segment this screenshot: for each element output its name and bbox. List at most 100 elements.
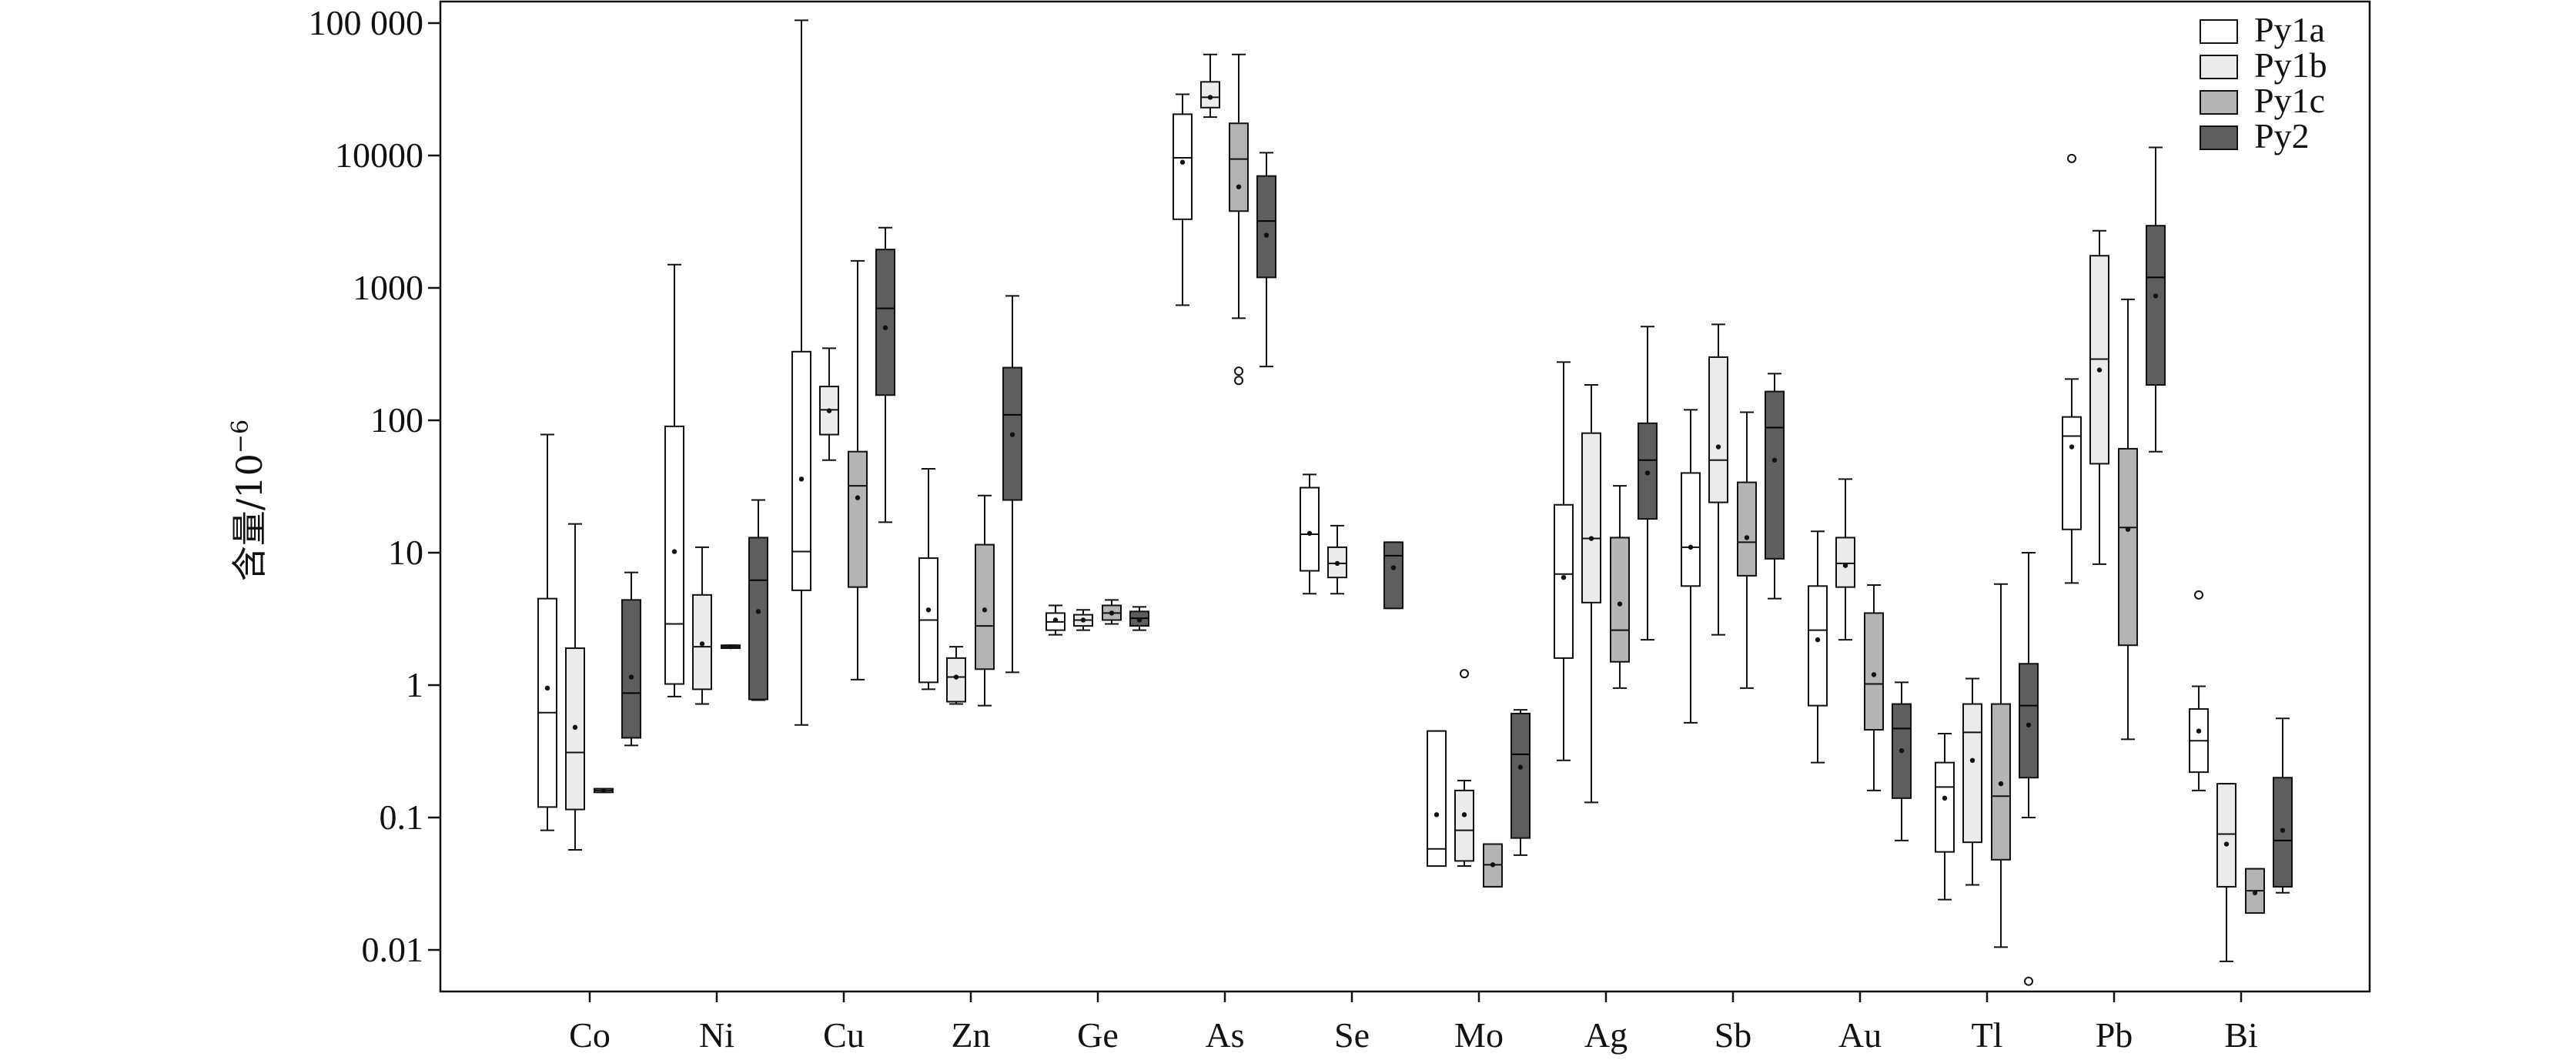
box-iqr — [1737, 481, 1757, 577]
mean-dot — [1588, 536, 1594, 541]
outlier-point — [1234, 376, 1243, 386]
box-plot — [2019, 552, 2039, 986]
y-tick-label: 0.1 — [380, 798, 424, 837]
outlier-point — [2194, 590, 2203, 600]
box-plot — [1102, 599, 1122, 625]
box-plot — [2189, 590, 2209, 791]
y-axis: 100 000 10000 1000 100 10 1 0.1 0.01 — [309, 3, 440, 969]
mean-dot — [2096, 367, 2103, 373]
box-plot — [664, 263, 684, 697]
mean-dot — [1644, 470, 1651, 476]
box-iqr — [1554, 503, 1574, 659]
category-group — [1300, 473, 1403, 610]
category-group — [664, 263, 768, 705]
box-iqr — [692, 594, 712, 691]
box-groups — [537, 19, 2293, 986]
mean-dot — [1080, 617, 1086, 623]
mean-dot — [1842, 563, 1848, 568]
y-tick-label: 1 — [406, 665, 423, 704]
x-tick-label: Bi — [2224, 1015, 2257, 1055]
category-group — [1045, 599, 1149, 636]
box-iqr — [2216, 783, 2236, 888]
box-plot — [2118, 298, 2138, 741]
box-plot — [1483, 843, 1503, 888]
box-plot — [1864, 584, 1884, 791]
box-plot — [1229, 53, 1249, 386]
category-group — [2189, 590, 2293, 962]
mean-dot — [925, 607, 932, 613]
mean-dot — [1179, 159, 1186, 165]
box-plot — [748, 499, 768, 701]
mean-dot — [1434, 812, 1440, 818]
box-plot — [1256, 152, 1276, 368]
box-iqr — [1510, 712, 1531, 839]
box-iqr — [2019, 663, 2039, 779]
x-tick-label: As — [1205, 1015, 1244, 1055]
box-plot — [1173, 93, 1193, 306]
box-iqr — [621, 599, 641, 739]
box-iqr — [537, 597, 557, 808]
mean-dot — [1744, 535, 1750, 540]
mean-dot — [1009, 432, 1015, 437]
mean-dot — [1871, 672, 1877, 677]
mean-dot — [1969, 757, 1975, 764]
mean-dot — [1306, 530, 1313, 537]
box-iqr — [1708, 356, 1728, 503]
mean-dot — [982, 607, 988, 613]
box-iqr — [2146, 225, 2166, 386]
mean-dot — [2069, 444, 2075, 450]
box-plot — [1200, 53, 1220, 119]
box-plot — [721, 644, 741, 650]
box-plot — [1610, 485, 1630, 689]
mean-dot — [826, 408, 832, 413]
box-plot — [1427, 730, 1447, 868]
outlier-point — [2024, 976, 2033, 986]
category-group — [1427, 669, 1531, 888]
legend-swatch — [2200, 90, 2238, 115]
mean-dot — [2153, 293, 2159, 299]
mean-dot — [1942, 795, 1948, 801]
box-plot — [1454, 669, 1474, 868]
box-plot — [2273, 717, 2293, 894]
mean-dot — [1236, 184, 1242, 189]
box-plot — [692, 546, 712, 705]
mean-dot — [628, 674, 634, 680]
box-plot — [946, 646, 966, 705]
box-plot — [594, 787, 614, 794]
box-plot — [1708, 323, 1728, 636]
box-iqr — [1610, 537, 1630, 663]
box-iqr — [1681, 472, 1701, 587]
box-plot — [1638, 326, 1658, 641]
box-plot — [1808, 530, 1828, 764]
box-plot — [2089, 229, 2109, 565]
box-plot — [1383, 541, 1403, 610]
box-plot — [1045, 604, 1066, 636]
box-iqr — [1173, 113, 1193, 220]
mean-dot — [728, 644, 734, 650]
box-iqr — [946, 657, 966, 703]
mean-dot — [544, 685, 550, 691]
category-group — [1808, 478, 1912, 841]
box-plot — [1892, 681, 1912, 841]
box-iqr — [1454, 789, 1474, 862]
y-tick-label: 100 — [370, 400, 423, 440]
box-plot — [791, 19, 811, 726]
y-tick-label: 10 — [388, 533, 423, 572]
category-group — [2062, 146, 2166, 741]
category-group — [791, 19, 895, 726]
mean-dot — [798, 476, 805, 482]
outlier-point — [1460, 669, 1469, 679]
mean-dot — [855, 495, 861, 500]
box-iqr — [1581, 432, 1601, 604]
x-tick-label: Mo — [1454, 1015, 1504, 1055]
x-axis: Co Ni Cu Zn Ge As Se Mo Ag Sb Au Tl Pb Bi — [569, 991, 2258, 1055]
mean-dot — [699, 641, 705, 647]
legend-label: Py1a — [2254, 10, 2325, 49]
mean-dot — [2026, 722, 2032, 727]
box-iqr — [1864, 612, 1884, 731]
outlier-point — [1234, 366, 1243, 376]
box-plot — [1002, 295, 1022, 674]
mean-dot — [1561, 574, 1567, 580]
